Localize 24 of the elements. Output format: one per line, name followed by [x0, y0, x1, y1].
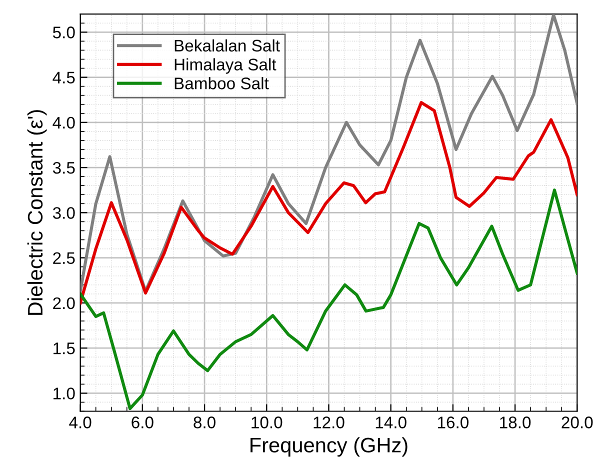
x-tick-label: 18.0	[500, 416, 531, 428]
x-axis-title: Frequency (GHz)	[250, 437, 408, 457]
x-tick-label: 14.0	[376, 416, 406, 428]
y-axis-title: Dielectric Constant (ε')	[27, 110, 47, 315]
line-series	[80, 101, 578, 304]
legend-label: Bekalalan Salt	[174, 39, 280, 52]
y-tick-label: 3.5	[52, 162, 75, 174]
legend-label: Bamboo Salt	[174, 77, 269, 90]
y-tick-label: 2.5	[53, 252, 75, 264]
y-tick-label: 1.5	[54, 342, 75, 354]
legend-label: Himalaya Salt	[174, 58, 276, 74]
y-tick-label: 4.0	[52, 116, 75, 129]
x-tick-label: 6.0	[132, 416, 154, 428]
x-tick-label: 12.0	[314, 416, 344, 428]
x-tick-label: 10.0	[252, 416, 282, 428]
y-tick-label: 3.0	[52, 207, 75, 219]
x-tick-label: 16.0	[438, 416, 469, 428]
y-tick-label: 2.0	[53, 297, 75, 310]
y-tick-label: 5.0	[52, 26, 75, 38]
x-tick-label: 8.0	[194, 416, 216, 428]
y-tick-label: 4.5	[52, 72, 75, 84]
x-tick-label: 20.0	[562, 416, 593, 428]
y-tick-label: 1.0	[54, 388, 75, 400]
x-tick-label: 4.0	[69, 416, 92, 428]
